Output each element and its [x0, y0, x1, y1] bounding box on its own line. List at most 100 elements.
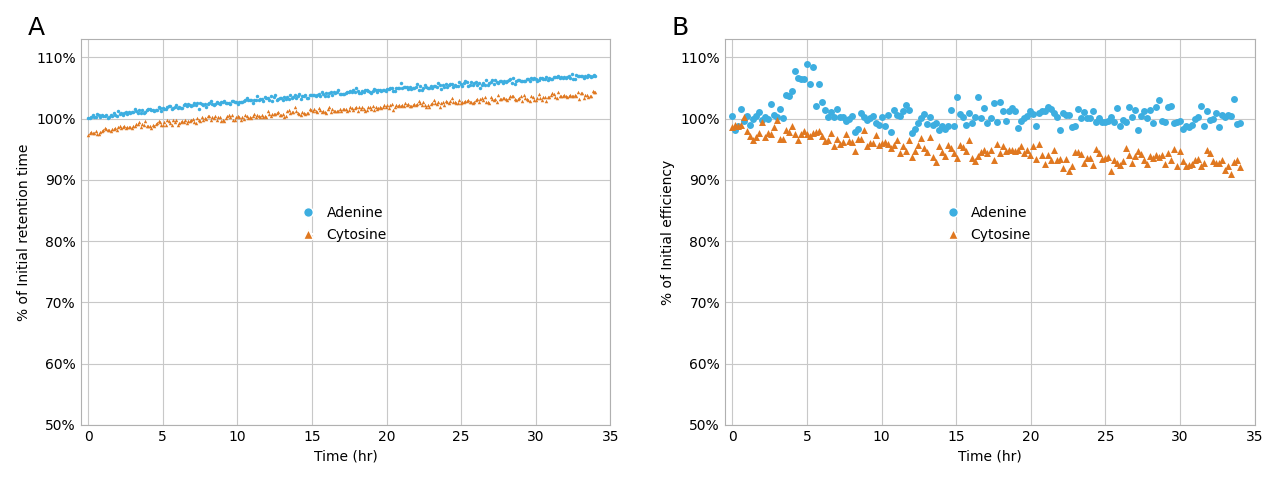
Point	[308, 91, 329, 98]
Point	[223, 97, 243, 105]
Point	[758, 115, 778, 123]
Point	[470, 84, 490, 92]
Point	[160, 102, 180, 110]
Point	[120, 109, 141, 117]
Point	[558, 72, 579, 80]
Point	[529, 90, 549, 98]
Point	[553, 92, 573, 100]
Point	[753, 117, 773, 124]
Point	[376, 88, 397, 96]
Point	[460, 81, 480, 88]
Point	[358, 104, 379, 111]
Point	[818, 136, 838, 144]
Point	[230, 98, 251, 106]
Point	[151, 120, 172, 128]
Point	[869, 121, 890, 129]
Point	[513, 77, 534, 85]
Point	[582, 87, 603, 95]
Point	[989, 98, 1010, 106]
Point	[724, 121, 745, 129]
Point	[485, 76, 506, 84]
Point	[195, 100, 215, 108]
Point	[344, 105, 365, 112]
Point	[97, 126, 118, 134]
Point	[90, 128, 110, 136]
Point	[1197, 107, 1217, 115]
Point	[364, 85, 384, 93]
Point	[1124, 152, 1144, 160]
Point	[1061, 124, 1082, 132]
Point	[353, 105, 374, 113]
Point	[571, 89, 591, 97]
Point	[800, 80, 820, 88]
Point	[298, 94, 319, 101]
Point	[724, 126, 745, 134]
Point	[791, 75, 812, 83]
Point	[556, 92, 576, 100]
Point	[451, 80, 471, 88]
Point	[114, 109, 134, 117]
Point	[1229, 164, 1249, 171]
Point	[557, 73, 577, 81]
Point	[416, 83, 436, 91]
Point	[114, 122, 134, 130]
Point	[264, 94, 284, 101]
Point	[177, 102, 197, 110]
Point	[461, 78, 481, 85]
Point	[284, 104, 305, 111]
Point	[923, 154, 943, 161]
Point	[407, 80, 428, 88]
Point	[474, 80, 494, 87]
Point	[319, 103, 339, 111]
Point	[164, 116, 184, 124]
Point	[494, 78, 515, 85]
Point	[493, 79, 513, 86]
Point	[936, 152, 956, 159]
Point	[132, 107, 152, 114]
Point	[1188, 113, 1208, 120]
Point	[192, 113, 212, 121]
Point	[1088, 114, 1108, 121]
Point	[1121, 113, 1142, 121]
Point	[539, 93, 559, 101]
Point	[1170, 117, 1190, 125]
Point	[136, 106, 156, 114]
Point	[275, 112, 296, 120]
Point	[998, 146, 1019, 154]
Point	[539, 74, 559, 82]
Point	[890, 113, 910, 120]
Point	[435, 80, 456, 88]
Point	[426, 84, 447, 91]
Point	[232, 98, 252, 106]
Point	[370, 103, 390, 110]
Point	[1059, 111, 1079, 119]
Point	[500, 75, 521, 83]
Point	[300, 105, 320, 112]
Point	[740, 120, 760, 128]
Point	[306, 92, 326, 100]
Point	[780, 93, 800, 100]
Point	[116, 110, 137, 118]
Point	[415, 101, 435, 108]
Point	[1148, 96, 1169, 104]
Point	[93, 126, 114, 134]
Point	[247, 92, 268, 100]
Point	[95, 112, 115, 120]
Point	[133, 109, 154, 117]
Point	[379, 104, 399, 112]
Point	[488, 80, 508, 87]
Point	[504, 80, 525, 88]
Point	[554, 73, 575, 81]
Point	[333, 105, 353, 113]
Point	[239, 96, 260, 104]
Point	[1025, 155, 1046, 163]
Point	[257, 108, 278, 115]
Point	[511, 78, 531, 85]
Point	[900, 107, 920, 114]
Point	[404, 100, 425, 108]
Point	[1103, 156, 1124, 164]
Point	[489, 77, 509, 85]
Point	[325, 89, 346, 96]
Point	[794, 128, 814, 135]
Point	[764, 111, 785, 119]
